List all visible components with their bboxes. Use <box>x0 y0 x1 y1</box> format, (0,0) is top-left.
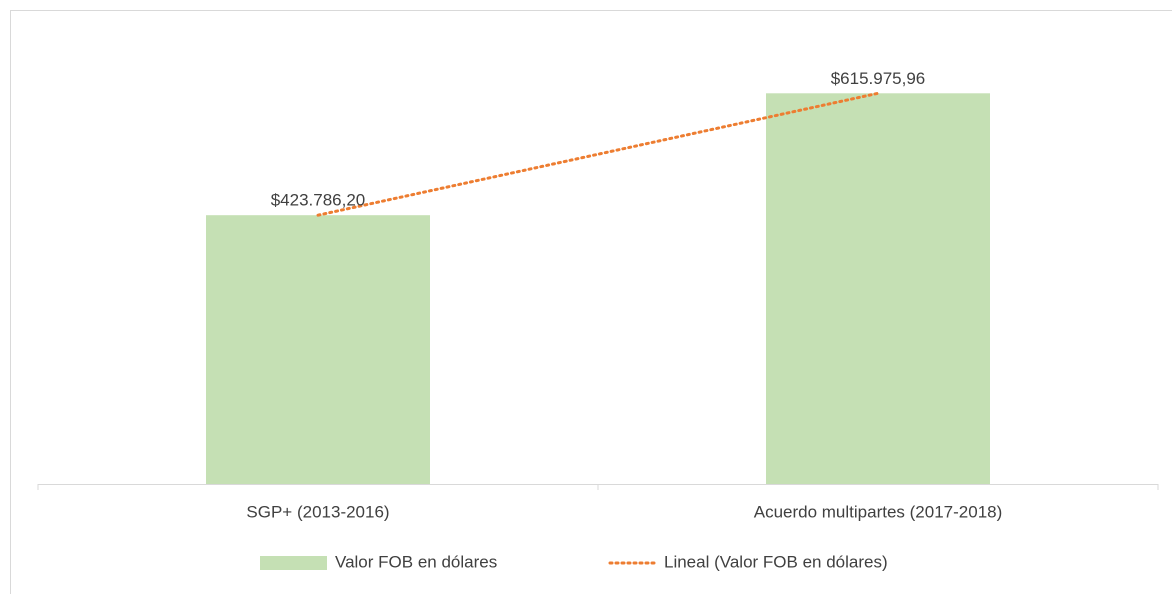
legend-swatch <box>260 556 327 570</box>
legend-label: Valor FOB en dólares <box>335 552 497 571</box>
value-label: $615.975,96 <box>831 69 926 88</box>
chart-frame <box>10 10 1172 594</box>
bar <box>766 93 990 484</box>
x-tick-label: Acuerdo multipartes (2017-2018) <box>754 502 1003 521</box>
value-label: $423.786,20 <box>271 191 366 210</box>
legend-label: Lineal (Valor FOB en dólares) <box>664 552 888 571</box>
trendline <box>316 91 880 217</box>
bar <box>206 215 430 484</box>
x-tick-label: SGP+ (2013-2016) <box>246 502 389 521</box>
